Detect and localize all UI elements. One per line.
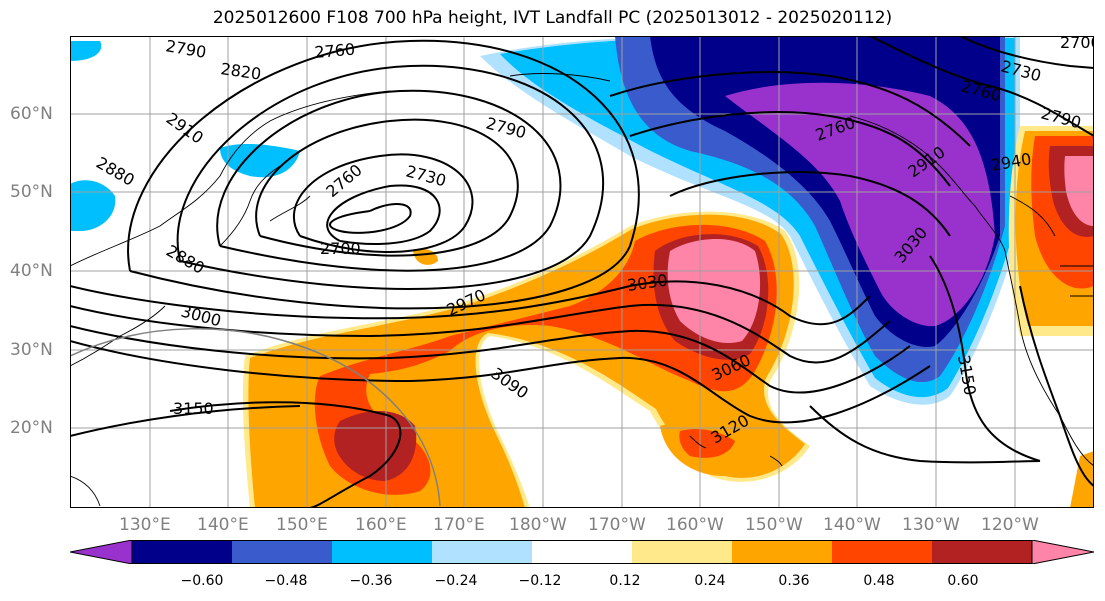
- colorbar-tick-label: 0.60: [947, 573, 979, 589]
- map-title: 2025012600 F108 700 hPa height, IVT Land…: [212, 8, 893, 28]
- lon-label: 140°E: [197, 515, 249, 535]
- lat-label: 50°N: [10, 182, 53, 202]
- lon-label: 180°W: [509, 515, 567, 535]
- colorbar-tick-label: −0.48: [264, 573, 308, 589]
- colorbar-tick-label: −0.12: [518, 573, 562, 589]
- colorbar-tick-label: 0.36: [778, 573, 810, 589]
- colorbar-segment: [332, 540, 433, 564]
- colorbar-tick-label: −0.24: [434, 573, 478, 589]
- shipping-arc: [70, 328, 441, 507]
- map-panel: 2790 2820 2910 2880 2760 2730 2760 2700 …: [70, 36, 1094, 508]
- lon-label: 120°W: [981, 515, 1039, 535]
- colorbar-tick-label: 0.24: [694, 573, 726, 589]
- positive-anomaly-region: [242, 126, 1094, 508]
- lon-label: 140°W: [823, 515, 881, 535]
- lon-label: 130°W: [902, 515, 960, 535]
- lon-label: 160°W: [666, 515, 724, 535]
- colorbar-tick-label: −0.60: [180, 573, 224, 589]
- contour-label: 3150: [173, 399, 214, 418]
- lon-label: 160°E: [355, 515, 407, 535]
- colorbar-extend-max: [1031, 540, 1094, 564]
- colorbar: [70, 540, 1094, 564]
- colorbar-segment: [732, 540, 833, 564]
- contour-label: 2700: [320, 239, 361, 258]
- colorbar-tick-label: 0.48: [863, 573, 895, 589]
- colorbar-segment: [832, 540, 933, 564]
- negative-anomaly-region: [70, 36, 1020, 405]
- lon-label: 170°W: [588, 515, 646, 535]
- colorbar-segment: [432, 540, 533, 564]
- lat-label: 40°N: [10, 261, 53, 281]
- lon-label: 130°E: [119, 515, 171, 535]
- colorbar-segment: [232, 540, 333, 564]
- lon-label: 150°E: [276, 515, 328, 535]
- lat-label: 30°N: [10, 340, 53, 360]
- lon-label: 170°E: [433, 515, 485, 535]
- colorbar-segment: [632, 540, 733, 564]
- contour-label: 2760: [314, 40, 356, 62]
- colorbar-segment: [532, 540, 633, 564]
- contour-label: 2700: [1060, 36, 1094, 52]
- colorbar-tick-label: −0.36: [349, 573, 393, 589]
- colorbar-segment: [132, 540, 233, 564]
- lat-label: 60°N: [10, 104, 53, 124]
- colorbar-tick-label: 0.12: [609, 573, 641, 589]
- height-contours: [70, 36, 1094, 508]
- colorbar-extend-min: [70, 540, 133, 564]
- lat-label: 20°N: [10, 418, 53, 438]
- colorbar-segment: [932, 540, 1033, 564]
- colorbar-outline: [131, 540, 1033, 564]
- lon-label: 150°W: [745, 515, 803, 535]
- graticule: [70, 36, 1094, 508]
